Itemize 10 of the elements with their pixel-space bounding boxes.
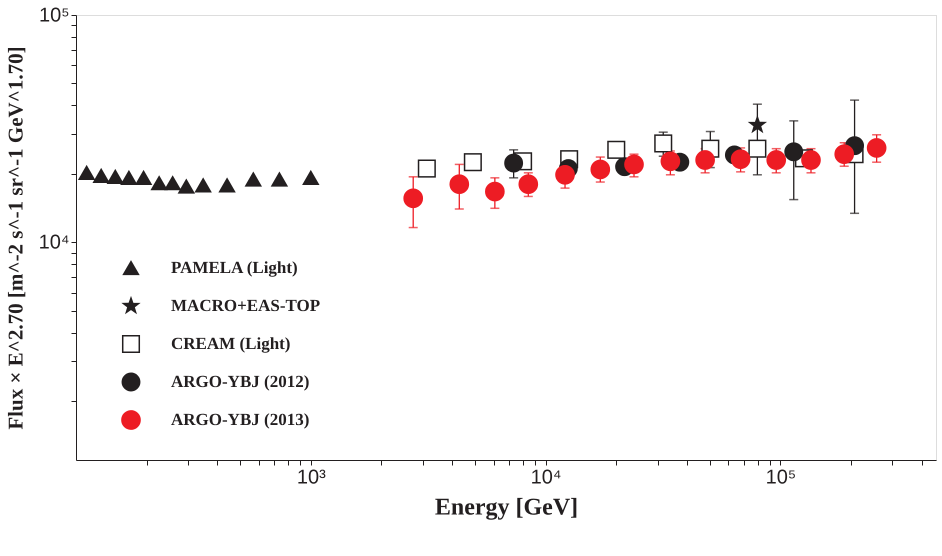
x-tick-label: 10³	[296, 466, 326, 488]
x-tick-label: 10⁵	[766, 466, 796, 488]
x-tick-label: 10⁴	[530, 466, 562, 488]
legend-label: MACRO+EAS-TOP	[171, 296, 320, 315]
legend-label: CREAM (Light)	[171, 334, 290, 353]
legend-label: ARGO-YBJ (2012)	[171, 372, 310, 391]
legend-label: PAMELA (Light)	[171, 258, 298, 277]
legend-label: ARGO-YBJ (2013)	[171, 410, 310, 429]
x-axis-title: Energy [GeV]	[434, 494, 578, 520]
y-axis-title: Flux × E^2.70 [m^-2 s^-1 sr^-1 GeV^1.70]	[4, 46, 28, 430]
